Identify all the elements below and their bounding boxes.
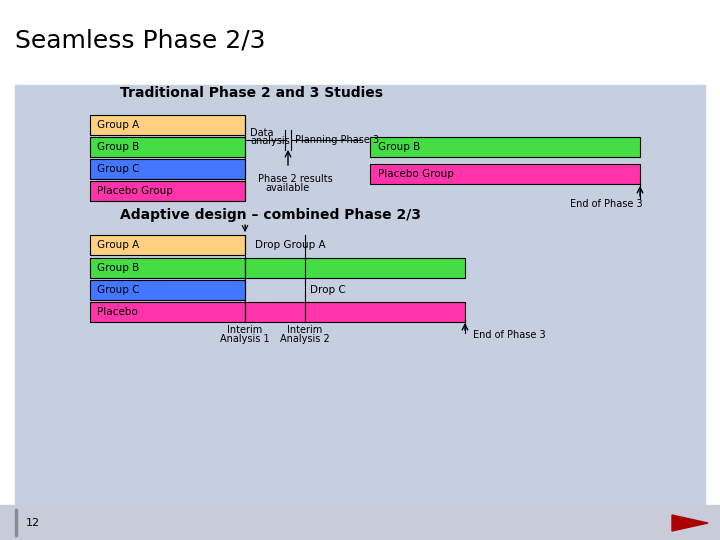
Bar <box>15 509 17 536</box>
Text: Interim: Interim <box>228 325 263 335</box>
FancyBboxPatch shape <box>90 302 245 322</box>
Text: End of Phase 3: End of Phase 3 <box>473 330 546 340</box>
Text: analysis: analysis <box>250 136 289 146</box>
Text: Planning Phase 3: Planning Phase 3 <box>295 135 379 145</box>
Text: Drop Group A: Drop Group A <box>255 240 325 250</box>
Text: Group C: Group C <box>97 164 140 174</box>
FancyBboxPatch shape <box>245 302 465 322</box>
Text: Seamless Phase 2/3: Seamless Phase 2/3 <box>15 28 266 52</box>
Bar <box>0 505 720 540</box>
Text: Group A: Group A <box>97 240 139 250</box>
Text: Group B: Group B <box>378 142 420 152</box>
FancyBboxPatch shape <box>370 137 640 157</box>
Text: Drop C: Drop C <box>310 285 346 295</box>
FancyBboxPatch shape <box>245 258 465 278</box>
FancyBboxPatch shape <box>90 235 245 255</box>
FancyBboxPatch shape <box>90 280 245 300</box>
Text: Placebo Group: Placebo Group <box>97 186 173 196</box>
FancyBboxPatch shape <box>90 258 245 278</box>
Text: Group B: Group B <box>97 142 139 152</box>
Text: Adaptive design – combined Phase 2/3: Adaptive design – combined Phase 2/3 <box>120 208 421 222</box>
Polygon shape <box>672 515 708 531</box>
FancyBboxPatch shape <box>90 159 245 179</box>
Text: Group A: Group A <box>97 120 139 130</box>
FancyBboxPatch shape <box>90 181 245 201</box>
Text: Group C: Group C <box>97 285 140 295</box>
Text: Placebo: Placebo <box>97 307 138 317</box>
FancyBboxPatch shape <box>90 137 245 157</box>
FancyBboxPatch shape <box>90 115 245 135</box>
Bar <box>0 0 720 80</box>
Text: Phase 2 results: Phase 2 results <box>258 174 333 184</box>
Text: 12: 12 <box>26 518 40 528</box>
Text: Interim: Interim <box>287 325 323 335</box>
Text: Placebo Group: Placebo Group <box>378 169 454 179</box>
Text: Group B: Group B <box>97 263 139 273</box>
Text: Analysis 2: Analysis 2 <box>280 334 330 344</box>
FancyBboxPatch shape <box>370 164 640 184</box>
Text: Data: Data <box>250 128 274 138</box>
Text: End of Phase 3: End of Phase 3 <box>570 199 643 209</box>
Text: Analysis 1: Analysis 1 <box>220 334 270 344</box>
Text: Traditional Phase 2 and 3 Studies: Traditional Phase 2 and 3 Studies <box>120 86 383 100</box>
Bar <box>15 85 705 505</box>
Text: available: available <box>265 183 310 193</box>
